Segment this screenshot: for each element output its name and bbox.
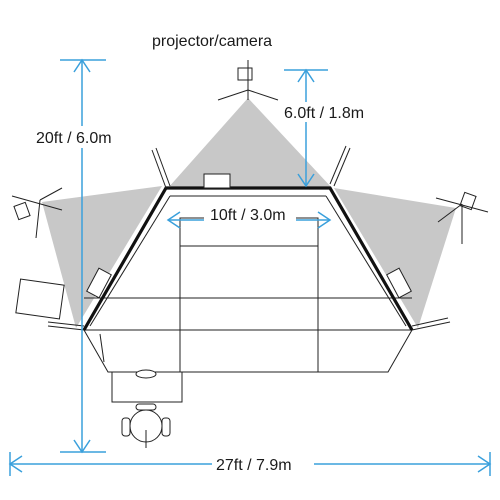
left-projection-beam — [42, 186, 162, 328]
projector-camera-label: projector/camera — [152, 33, 272, 50]
height-dimension-line — [284, 68, 328, 188]
right-projector-stand — [435, 191, 489, 244]
speaker-top-left — [151, 147, 171, 189]
height-label-bg — [282, 102, 374, 122]
depth-dimension-line — [60, 58, 106, 454]
total-width-label-bg — [212, 453, 314, 475]
stage-floor — [83, 217, 413, 373]
speaker-top-right — [329, 145, 351, 187]
speaker-bottom-right — [411, 317, 451, 331]
control-desk — [111, 369, 183, 403]
depth-label-bg — [34, 126, 134, 148]
center-projector-stand — [217, 60, 279, 101]
left-wall-unit — [86, 267, 112, 299]
screen-width-label: 10ft / 3.0m — [210, 207, 286, 224]
operator-chair — [121, 403, 171, 448]
center-projection-beam — [168, 98, 332, 188]
screen-walls — [82, 186, 414, 331]
depth-dimension-label: 20ft / 6.0m — [36, 130, 112, 147]
total-width-label: 27ft / 7.9m — [216, 457, 292, 474]
right-wall-unit — [386, 267, 412, 299]
center-wall-unit — [203, 173, 231, 189]
left-projector-stand — [11, 187, 63, 239]
right-projection-beam — [334, 188, 456, 328]
side-table — [15, 278, 65, 320]
height-dimension-label: 6.0ft / 1.8m — [284, 105, 364, 122]
screen-width-label-bg — [204, 204, 296, 226]
speaker-bottom-left — [47, 321, 85, 331]
